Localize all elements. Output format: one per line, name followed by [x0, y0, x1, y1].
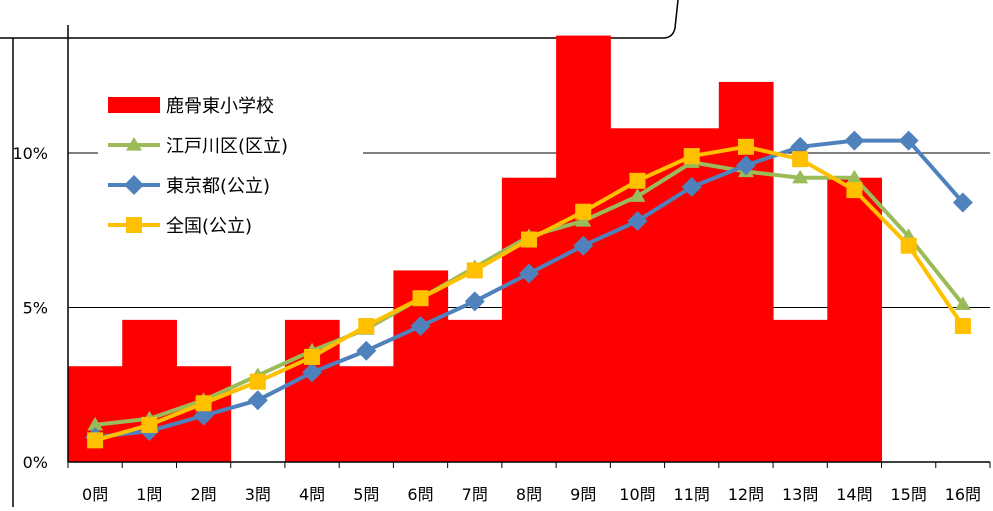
line-point — [627, 210, 648, 231]
line-point — [844, 130, 865, 151]
x-tick-label: 9問 — [570, 485, 596, 504]
bar — [447, 319, 503, 462]
y-tick-labels: 0% 5% 10% — [12, 144, 48, 472]
line-point — [519, 263, 539, 284]
line-point — [898, 130, 919, 151]
line-point — [900, 237, 917, 254]
line-point — [358, 318, 375, 335]
line-point — [195, 395, 212, 412]
line-point — [521, 231, 537, 248]
x-tick-label: 10問 — [619, 485, 655, 504]
x-tick-label: 14問 — [836, 485, 872, 504]
line-point — [683, 148, 700, 165]
legend-item: 東京都(公立) — [108, 175, 270, 197]
lines-layer — [85, 130, 973, 449]
x-tick-label: 0問 — [82, 485, 108, 504]
x-tick-labels: 0問 1問 2問 3問 4問 5問 6問 7問 8問 9問 10問 11問 12問 13問 14問 15問 16… — [82, 485, 981, 504]
line-point — [846, 182, 863, 199]
y-tick-label: 10% — [12, 144, 48, 163]
x-tick-label: 15問 — [890, 485, 926, 504]
line-point — [737, 138, 754, 155]
line-point — [412, 290, 429, 307]
line-point — [464, 291, 485, 312]
bar — [773, 319, 828, 462]
legend-label: 鹿骨東小学校 — [166, 96, 274, 117]
legend-item: 全国(公立) — [108, 216, 252, 237]
line-point — [846, 169, 863, 184]
legend-item: 江戸川区(区立) — [108, 136, 288, 157]
line-point — [629, 188, 646, 202]
x-tick-label: 4問 — [299, 485, 325, 504]
line-point — [304, 348, 321, 365]
bars-layer — [68, 35, 883, 463]
x-tick-label: 3問 — [245, 485, 271, 504]
line-point — [141, 416, 158, 433]
line-point — [629, 172, 646, 189]
y-tick-label: 5% — [23, 299, 48, 318]
x-tick-label: 16問 — [945, 485, 981, 504]
x-tick-label: 5問 — [353, 485, 379, 504]
line-point — [247, 390, 268, 411]
y-tick-label: 0% — [23, 453, 48, 472]
line-point — [954, 296, 971, 311]
x-tick-label: 6問 — [407, 485, 433, 504]
x-tick-label: 8問 — [516, 485, 542, 504]
line-point — [573, 235, 594, 256]
axes — [67, 25, 991, 468]
x-tick-label: 11問 — [674, 485, 710, 504]
line-point — [126, 217, 142, 233]
line-point — [575, 203, 592, 220]
line-point — [466, 262, 483, 279]
bar — [827, 177, 883, 462]
line-point — [792, 151, 809, 168]
line-point — [735, 155, 756, 176]
x-tick-label: 13問 — [782, 485, 818, 504]
legend-label: 江戸川区(区立) — [166, 136, 288, 157]
line-point — [124, 175, 144, 195]
x-tick-label: 2問 — [190, 485, 216, 504]
bar — [501, 177, 557, 462]
x-tick-label: 12問 — [728, 485, 764, 504]
line-point — [302, 362, 323, 383]
bar — [339, 366, 394, 462]
line-point — [952, 192, 973, 213]
line-point — [792, 169, 809, 184]
legend-label: 全国(公立) — [166, 216, 252, 237]
line-point — [575, 212, 592, 227]
line-point — [954, 318, 971, 335]
frame-lines — [0, 0, 679, 507]
x-tick-label: 1問 — [136, 485, 162, 504]
legend-item: 鹿骨東小学校 — [108, 96, 274, 117]
line-point — [87, 416, 104, 431]
header-tab-border — [0, 0, 679, 39]
line-point — [249, 373, 266, 390]
line-point — [356, 340, 377, 361]
line-point — [681, 176, 702, 197]
line-point — [410, 316, 431, 337]
legend-label: 東京都(公立) — [166, 176, 270, 197]
line-series — [87, 138, 971, 449]
line-point — [87, 432, 104, 449]
line-point — [126, 137, 142, 151]
legend-swatch — [108, 97, 160, 113]
x-tick-label: 7問 — [462, 485, 488, 504]
